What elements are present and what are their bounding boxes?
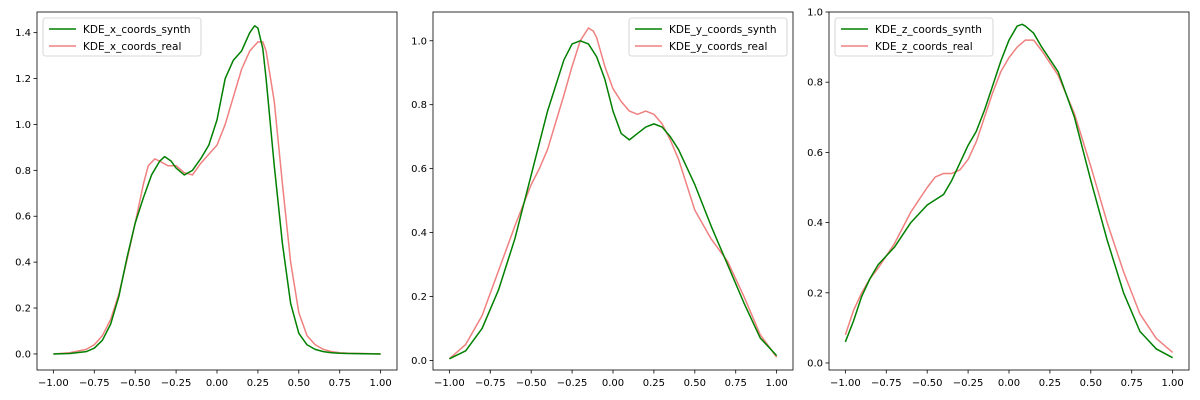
chart-panel-2: −1.00 −0.75 −0.50 −0.25 0.00 0.25 0.50 0.75 1.00… xyxy=(411,11,794,389)
y-tick-label: 1.0 xyxy=(807,8,823,19)
y-tick-label: 1.2 xyxy=(15,74,31,85)
x-tick-label: 1.00 xyxy=(370,378,392,389)
x-tick-label: −0.25 xyxy=(161,378,192,389)
legend-label: KDE_z_coords_synth xyxy=(875,24,982,36)
legend-label: KDE_y_coords_real xyxy=(669,41,767,53)
y-tick-label: 0.4 xyxy=(15,258,31,269)
x-tick-label: −0.50 xyxy=(912,378,943,389)
x-tick-label: −0.25 xyxy=(557,378,588,389)
series-line-real xyxy=(448,27,778,360)
x-tick-label: −0.50 xyxy=(516,378,547,389)
legend-label: KDE_x_coords_real xyxy=(83,41,181,53)
y-tick-label: 1.0 xyxy=(15,120,31,131)
x-tick-label: 0.25 xyxy=(1039,378,1061,389)
x-tick-label: 0.50 xyxy=(1080,378,1102,389)
y-tick-label: 0.4 xyxy=(411,228,427,239)
x-tick-label: 1.00 xyxy=(1162,378,1184,389)
series-line-synth xyxy=(844,23,1173,359)
y-tick-label: 1.4 xyxy=(15,28,31,39)
y-tick-label: 0.0 xyxy=(807,358,823,369)
legend: KDE_x_coords_synth KDE_x_coords_real xyxy=(42,17,202,57)
x-tick-label: −0.25 xyxy=(953,378,984,389)
x-tick-label: 0.75 xyxy=(329,378,351,389)
y-tick-label: 0.2 xyxy=(15,304,31,315)
legend-label: KDE_x_coords_synth xyxy=(83,24,191,36)
x-tick-label: 0.75 xyxy=(725,378,747,389)
y-tick-label: 0.0 xyxy=(15,349,31,360)
x-tick-label: −0.50 xyxy=(120,378,151,389)
x-tick-label: 0.00 xyxy=(602,378,624,389)
axes-frame xyxy=(828,11,1190,371)
legend-box xyxy=(42,17,202,57)
y-tick-label: 0.4 xyxy=(807,218,823,229)
legend-label: KDE_y_coords_synth xyxy=(669,24,777,36)
legend: KDE_y_coords_synth KDE_y_coords_real xyxy=(628,17,788,57)
y-tick-label: 0.6 xyxy=(807,148,823,159)
x-tick-label: −0.75 xyxy=(475,378,506,389)
y-tick-label: 0.6 xyxy=(15,212,31,223)
series-line-synth xyxy=(449,40,778,360)
chart-panel-1: −1.00 −0.75 −0.50 −0.25 0.00 0.25 0.50 0.75 1.00… xyxy=(15,11,398,389)
y-tick-label: 0.8 xyxy=(411,100,427,111)
x-tick-label: −1.00 xyxy=(830,378,861,389)
x-tick-label: 0.25 xyxy=(247,378,269,389)
y-tick-label: 0.2 xyxy=(411,292,427,303)
y-tick-label: 1.0 xyxy=(411,36,427,47)
y-tick-label: 0.8 xyxy=(15,166,31,177)
x-tick-label: 0.00 xyxy=(206,378,228,389)
y-tick-label: 0.6 xyxy=(411,164,427,175)
x-tick-label: −1.00 xyxy=(434,378,465,389)
legend-box xyxy=(834,17,994,57)
chart-panel-3: −1.00 −0.75 −0.50 −0.25 0.00 0.25 0.50 0.75 1.00… xyxy=(807,8,1190,389)
x-tick-label: 0.75 xyxy=(1121,378,1143,389)
legend: KDE_z_coords_synth KDE_z_coords_real xyxy=(834,17,994,57)
x-tick-label: 0.50 xyxy=(684,378,706,389)
x-tick-label: −0.75 xyxy=(79,378,110,389)
legend-box xyxy=(628,17,788,57)
x-tick-label: −1.00 xyxy=(38,378,69,389)
x-tick-label: 0.25 xyxy=(643,378,665,389)
series-line-synth xyxy=(53,25,381,355)
x-tick-label: 0.50 xyxy=(288,378,310,389)
series-line-real xyxy=(844,39,1174,354)
x-tick-label: 0.00 xyxy=(998,378,1020,389)
y-tick-label: 0.8 xyxy=(807,78,823,89)
y-tick-label: 0.0 xyxy=(411,356,427,367)
axes-frame xyxy=(36,11,398,371)
legend-label: KDE_z_coords_real xyxy=(875,41,973,53)
x-tick-label: 1.00 xyxy=(766,378,788,389)
y-tick-label: 0.2 xyxy=(807,288,823,299)
axes-frame xyxy=(432,11,794,371)
x-tick-label: −0.75 xyxy=(871,378,902,389)
